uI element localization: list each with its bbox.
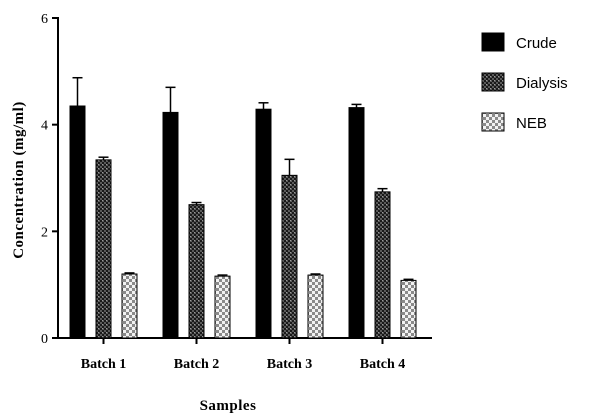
legend-swatch-neb	[481, 112, 505, 132]
legend: Crude Dialysis NEB	[481, 32, 568, 132]
legend-label-dialysis: Dialysis	[516, 75, 568, 92]
x-tick-label: Batch 2	[174, 357, 220, 372]
bar-neb-2	[214, 275, 231, 339]
y-tick-label: 0	[41, 332, 48, 347]
bars-group	[69, 76, 417, 339]
bar-crude-1	[69, 105, 86, 339]
x-tick-label: Batch 1	[81, 357, 127, 372]
bar-dialysis-3	[281, 174, 298, 339]
legend-label-crude: Crude	[516, 35, 557, 52]
y-tick-label: 4	[41, 119, 48, 134]
bar-crude-3	[255, 108, 272, 339]
x-tick-label: Batch 4	[360, 357, 406, 372]
axes: 0 2 4 6	[41, 12, 432, 347]
bar-neb-4	[400, 279, 417, 339]
bar-dialysis-2	[188, 204, 205, 339]
bar-crude-2	[162, 111, 179, 339]
legend-swatch-crude	[481, 32, 505, 52]
legend-label-neb: NEB	[516, 115, 547, 132]
bar-neb-1	[121, 273, 138, 339]
bar-crude-4	[348, 107, 365, 339]
bar-neb-3	[307, 274, 324, 339]
y-tick-label: 2	[41, 225, 48, 240]
y-axis-title: Concentration (mg/ml)	[11, 101, 27, 259]
x-axis-title: Samples	[200, 398, 257, 414]
x-tick-label: Batch 3	[267, 357, 313, 372]
bar-dialysis-1	[95, 159, 112, 339]
y-tick-label: 6	[41, 12, 48, 27]
legend-swatch-dialysis	[481, 72, 505, 92]
bar-dialysis-4	[374, 191, 391, 339]
category-labels: Batch 1 Batch 2 Batch 3 Batch 4	[81, 338, 406, 372]
